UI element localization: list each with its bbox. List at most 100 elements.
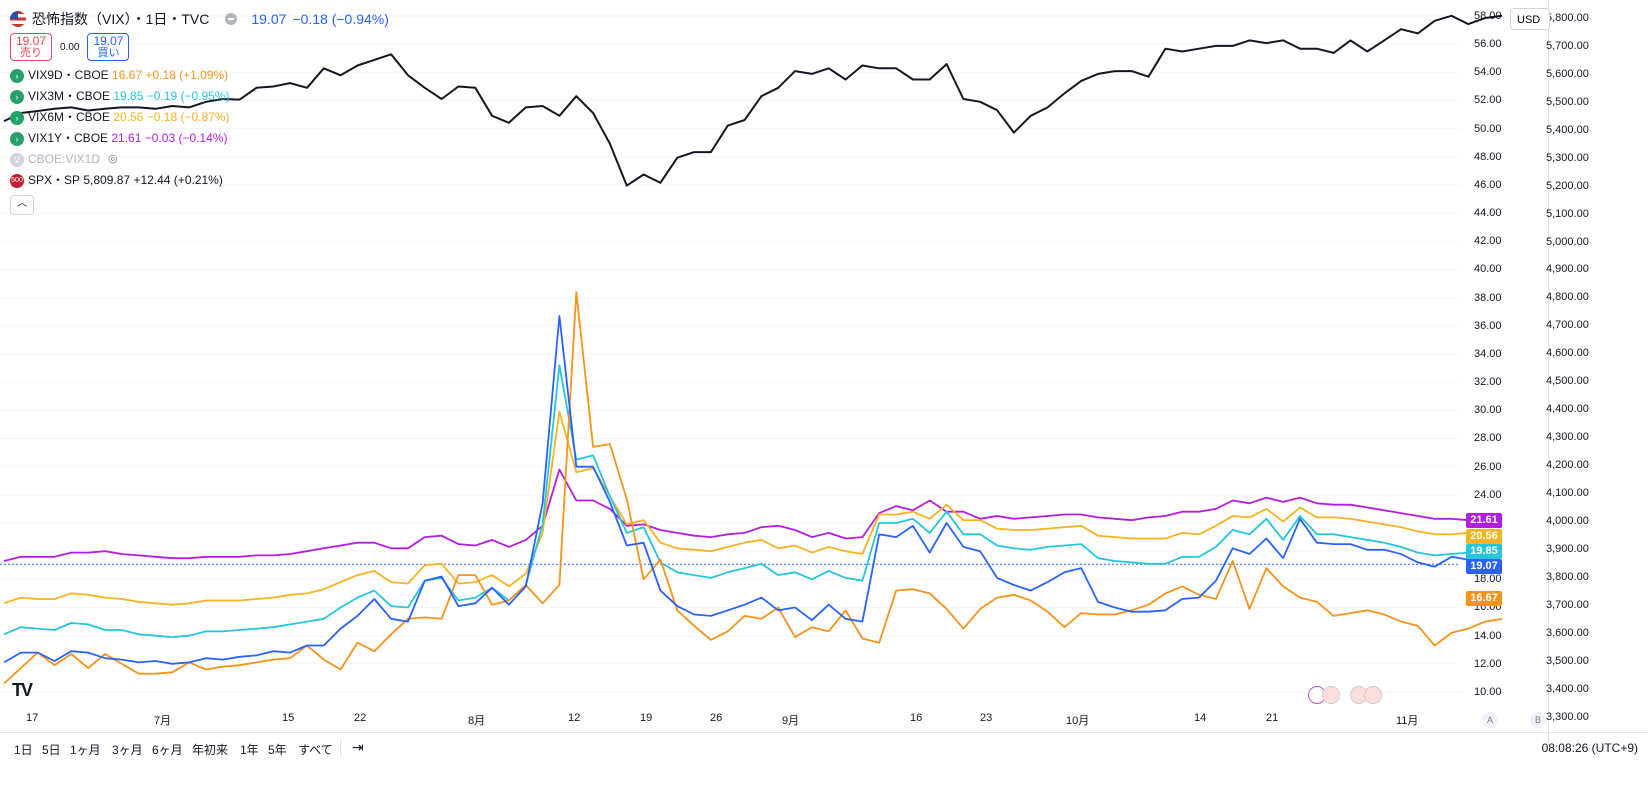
time-label: 26 xyxy=(710,712,723,724)
range-button[interactable]: 5日 xyxy=(42,743,61,757)
legend-item-spx[interactable]: 500 SPX・SP 5,809.87 +12.44 (+0.21%) xyxy=(10,173,223,188)
buy-button[interactable]: 19.07 買い xyxy=(87,33,130,61)
price-label: 30.00 xyxy=(1474,404,1502,417)
spx-price-label: 3,800.00 xyxy=(1546,570,1589,583)
series-line-vix6m-cboe[interactable] xyxy=(3,410,1503,606)
sell-button[interactable]: 19.07 売り xyxy=(10,33,52,61)
spx-price-label: 4,300.00 xyxy=(1546,431,1589,444)
chart-plot[interactable] xyxy=(0,0,1548,742)
range-button[interactable]: 1ヶ月 xyxy=(70,743,101,757)
time-label: 8月 xyxy=(468,715,486,727)
us-event-icon[interactable] xyxy=(1322,686,1340,704)
price-label: 14.00 xyxy=(1474,629,1502,642)
symbol-logo-icon: V xyxy=(10,152,24,167)
range-button[interactable]: 年初来 xyxy=(192,743,229,757)
price-tag: 19.07 xyxy=(1466,559,1502,574)
spx-price-label: 3,900.00 xyxy=(1546,542,1589,555)
legend-collapse-button[interactable]: ︿ xyxy=(10,195,34,215)
time-label: 17 xyxy=(26,712,39,724)
price-label: 52.00 xyxy=(1474,94,1502,107)
series-line-vix3m-cboe[interactable] xyxy=(3,364,1502,638)
spx-price-label: 4,100.00 xyxy=(1546,486,1589,499)
price-axis[interactable]: 58.00 56.00 54.00 52.00 50.00 48.00 46.00 44.00… xyxy=(1474,0,1648,742)
time-label: 21 xyxy=(1266,712,1279,724)
series-line-vix[interactable] xyxy=(3,315,1503,665)
market-closed-icon[interactable] xyxy=(225,13,238,25)
us-flag-icon xyxy=(10,11,26,27)
range-button[interactable]: 5年 xyxy=(268,743,287,757)
time-label: 15 xyxy=(282,712,295,724)
auto-scale-button[interactable]: A xyxy=(1482,712,1498,728)
time-label: 19 xyxy=(640,712,653,724)
legend-title-row[interactable]: 恐怖指数（VIX）・1日・TVC 19.07 −0.18 (−0.94%) xyxy=(10,8,389,30)
time-label: 16 xyxy=(910,712,923,724)
vix-change: −0.18 (−0.94%) xyxy=(292,11,389,27)
range-button[interactable]: 1日 xyxy=(14,743,33,757)
price-label: 48.00 xyxy=(1474,150,1502,163)
tradingview-logo-icon[interactable]: TV xyxy=(12,680,33,700)
price-label: 24.00 xyxy=(1474,488,1502,501)
range-button[interactable]: 3ヶ月 xyxy=(112,743,143,757)
legend-item-vix1d[interactable]: V CBOE:VIX1D ◎ xyxy=(10,149,389,170)
chevron-right-icon: › xyxy=(10,131,24,146)
range-button[interactable]: すべて xyxy=(298,743,333,757)
spx-price-label: 3,700.00 xyxy=(1546,598,1589,611)
legend-item-vix6m[interactable]: › VIX6M・CBOE 20.56 −0.18 (−0.87%) xyxy=(10,107,389,128)
price-label: 54.00 xyxy=(1474,66,1502,79)
price-label: 46.00 xyxy=(1474,178,1502,191)
series-line-vix9d-cboe[interactable] xyxy=(3,291,1503,685)
time-label: 12 xyxy=(568,712,581,724)
currency-button[interactable]: USD xyxy=(1510,8,1550,30)
spx-price-label: 3,300.00 xyxy=(1546,710,1589,723)
price-label: 36.00 xyxy=(1474,319,1502,332)
price-label: 42.00 xyxy=(1474,235,1502,248)
chevron-right-icon: › xyxy=(10,68,24,83)
spx-price-label: 3,600.00 xyxy=(1546,626,1589,639)
chevron-right-icon: › xyxy=(10,89,24,104)
spx-price-label: 5,600.00 xyxy=(1546,67,1589,80)
sp500-logo-icon: 500 xyxy=(10,173,24,188)
spx-price-label: 3,400.00 xyxy=(1546,682,1589,695)
price-label: 56.00 xyxy=(1474,38,1502,51)
series-line-spx-sp[interactable] xyxy=(3,14,1503,187)
price-tag: 16.67 xyxy=(1466,591,1502,606)
legend-item-vix1y[interactable]: › VIX1Y・CBOE 21.61 −0.03 (−0.14%) xyxy=(10,128,389,149)
time-label: 7月 xyxy=(154,715,172,727)
price-tag: 21.61 xyxy=(1466,513,1502,528)
range-button[interactable]: 6ヶ月 xyxy=(152,743,183,757)
price-label: 58.00 xyxy=(1474,10,1502,22)
price-tag: 20.56 xyxy=(1466,529,1502,544)
eye-hidden-icon[interactable]: ◎ xyxy=(108,153,118,165)
spx-price-label: 4,200.00 xyxy=(1546,459,1589,472)
spx-price-label: 4,500.00 xyxy=(1546,375,1589,388)
price-tag: 19.85 xyxy=(1466,544,1502,559)
log-scale-button[interactable]: B xyxy=(1530,712,1546,728)
price-label: 18.00 xyxy=(1474,573,1502,586)
time-label: 23 xyxy=(980,712,993,724)
spx-price-label: 5,500.00 xyxy=(1546,95,1589,108)
spx-price-label: 5,300.00 xyxy=(1546,151,1589,164)
price-label: 38.00 xyxy=(1474,291,1502,304)
legend-item-vix3m[interactable]: › VIX3M・CBOE 19.85 −0.19 (−0.95%) xyxy=(10,86,389,107)
range-button[interactable]: 1年 xyxy=(240,743,259,757)
spx-price-label: 5,700.00 xyxy=(1546,39,1589,52)
series-line-vix1y-cboe[interactable] xyxy=(3,468,1502,562)
legend-item-vix9d[interactable]: › VIX9D・CBOE 16.67 +0.18 (+1.09%) xyxy=(10,65,389,86)
time-label: 22 xyxy=(354,712,367,724)
spx-price-label: 3,500.00 xyxy=(1546,654,1589,667)
price-label: 28.00 xyxy=(1474,432,1502,445)
spx-price-label: 4,900.00 xyxy=(1546,263,1589,276)
spx-price-label: 5,800.00 xyxy=(1546,12,1589,24)
spx-price-label: 4,600.00 xyxy=(1546,347,1589,360)
price-label: 26.00 xyxy=(1474,460,1502,473)
chart-pane[interactable]: 恐怖指数（VIX）・1日・TVC 19.07 −0.18 (−0.94%) 19… xyxy=(0,0,1549,742)
date-range-calendar-icon[interactable]: ⇥ xyxy=(352,739,364,755)
time-label: 11月 xyxy=(1396,715,1419,727)
spx-price-label: 4,800.00 xyxy=(1546,291,1589,304)
spx-price-label: 5,100.00 xyxy=(1546,207,1589,220)
us-event-icon[interactable] xyxy=(1364,686,1382,704)
symbol-title[interactable]: 恐怖指数（VIX）・1日・TVC xyxy=(32,11,210,27)
spx-price-label: 4,000.00 xyxy=(1546,514,1589,527)
clock[interactable]: 08:08:26 (UTC+9) xyxy=(1541,741,1638,755)
